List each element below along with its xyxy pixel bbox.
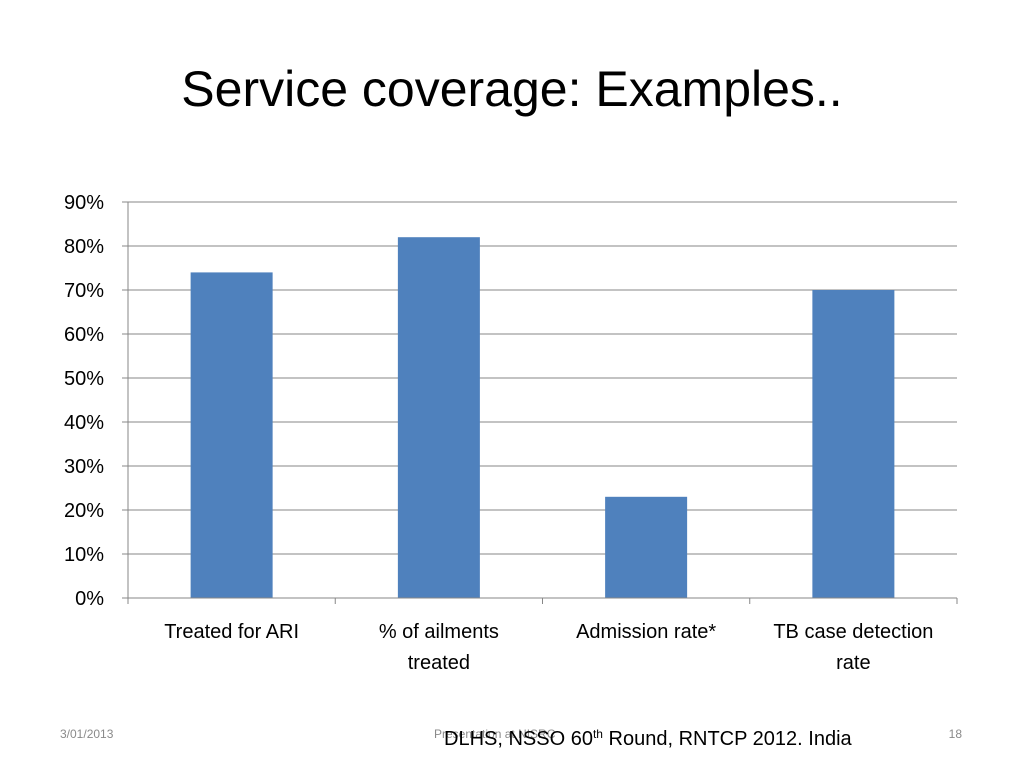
x-tick-label: rate <box>836 652 870 674</box>
source-text-sup: th <box>592 727 603 741</box>
y-tick-labels: 0% 10% 20% 30% 40% 50% 60% 70% 80% 90% <box>64 192 104 610</box>
source-text-post: Round, RNTCP 2012. India <box>602 728 852 750</box>
x-tick-labels: Treated for ARI % of ailments treated Admis… <box>164 621 933 674</box>
y-tick-label: 80% <box>64 236 104 258</box>
y-tick-label: 90% <box>64 192 104 214</box>
axes <box>122 201 958 604</box>
bar <box>605 496 688 598</box>
x-tick-label: treated <box>408 652 470 674</box>
y-tick-label: 30% <box>64 456 104 478</box>
x-tick-label: TB case detection <box>773 621 933 643</box>
x-tick-label: % of ailments <box>379 621 499 643</box>
y-tick-label: 60% <box>64 324 104 346</box>
y-tick-label: 40% <box>64 412 104 434</box>
footer-center-text: Presentation at NISRC <box>434 727 556 741</box>
bar-chart: 0% 10% 20% 30% 40% 50% 60% 70% 80% 90% Treated fo… <box>64 192 958 674</box>
bar <box>812 290 895 598</box>
footer-date: 3/01/2013 <box>60 727 114 741</box>
bar <box>190 272 273 598</box>
slide-title: Service coverage: Examples.. <box>181 61 843 117</box>
source-text-pre: DLHS, NSSO 60 <box>444 728 593 750</box>
x-tick-label: Treated for ARI <box>164 621 299 643</box>
x-tick-label: Admission rate* <box>576 621 716 643</box>
y-tick-label: 20% <box>64 500 104 522</box>
bar <box>397 237 480 598</box>
bars <box>190 237 895 598</box>
y-tick-label: 50% <box>64 368 104 390</box>
y-tick-label: 70% <box>64 280 104 302</box>
y-tick-label: 0% <box>75 588 104 610</box>
y-tick-label: 10% <box>64 544 104 566</box>
page-number: 18 <box>948 727 962 741</box>
source-citation: DLHS, NSSO 60th Round, RNTCP 2012. India <box>444 727 852 751</box>
